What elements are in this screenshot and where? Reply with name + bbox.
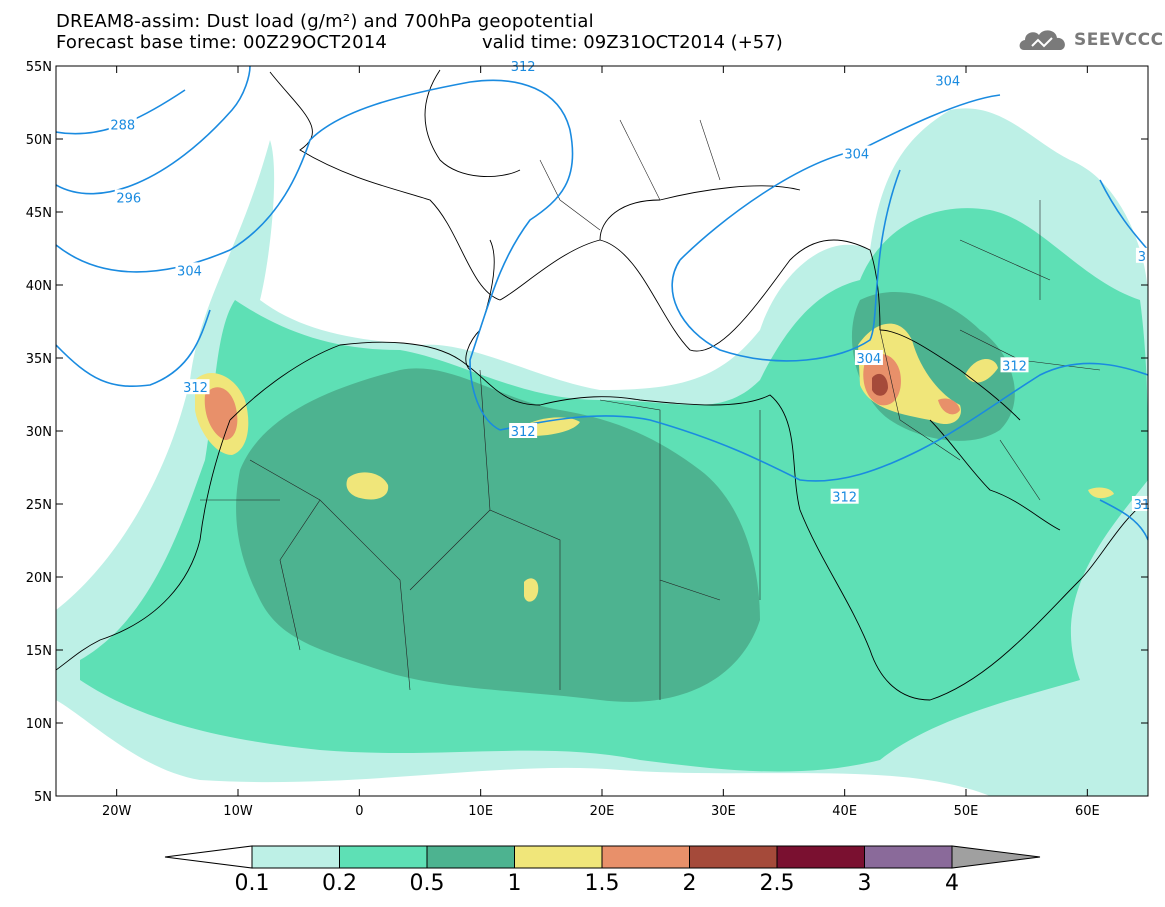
colorbar-tick-label: 0.1 — [235, 871, 270, 896]
contour-label-bg — [114, 189, 143, 205]
colorbar-box — [251, 845, 340, 869]
colorbar-tick-label: 4 — [945, 871, 959, 896]
coastlines — [56, 69, 1148, 701]
dust-spot-yellow — [346, 472, 389, 500]
contour-labels: 288 296 304 312 312 304 304 312 304 312 312 3 31 — [108, 58, 1152, 513]
contour-label-bg — [933, 72, 962, 88]
contour-label-bg — [509, 423, 538, 438]
contour-label: 304 — [177, 264, 202, 279]
lon-tick-label: 50E — [954, 804, 979, 819]
longitude-axis: 20W 10W 0 10E 20E 30E 40E 50E 60E — [102, 66, 1100, 819]
contour-label-bg — [1000, 357, 1029, 373]
dust-region-dark — [236, 368, 760, 702]
colorbar-box — [426, 845, 515, 869]
contour-label-bg — [1135, 247, 1148, 263]
colorbar-box — [776, 845, 865, 869]
colorbar-box — [689, 845, 778, 869]
colorbar-right-arrow — [951, 845, 1041, 869]
lon-tick-label: 10E — [468, 804, 493, 819]
lon-tick-label: 30E — [711, 804, 736, 819]
lon-tick-label: 20W — [102, 804, 132, 819]
colorbar-tick-label: 2 — [683, 871, 697, 896]
colorbar-box — [339, 845, 428, 869]
lat-tick-label: 55N — [26, 60, 52, 75]
country-borders — [200, 119, 1101, 700]
lat-tick-label: 50N — [26, 133, 52, 148]
colorbar-tick-label: 2.5 — [760, 871, 795, 896]
colorbar-tick-label: 0.5 — [410, 871, 445, 896]
colorbar-box — [864, 845, 953, 869]
contour-label: 312 — [1002, 359, 1027, 374]
colorbar-box — [514, 845, 603, 869]
dust-spot-orange — [204, 387, 238, 440]
lat-tick-label: 45N — [26, 206, 52, 221]
colorbar-tick-label: 1.5 — [585, 871, 620, 896]
map-title: DREAM8-assim: Dust load (g/m²) and 700hP… — [56, 11, 594, 32]
seevccc-logo: SEEVCCC — [1018, 26, 1163, 56]
colorbar-left-arrow — [164, 845, 253, 869]
lat-tick-label: 20N — [26, 571, 52, 586]
forecast-base-time: Forecast base time: 00Z29OCT2014 — [56, 32, 388, 53]
contour-label-bg — [108, 116, 137, 132]
colorbar-tick-label: 3 — [858, 871, 872, 896]
lon-tick-label: 0 — [355, 804, 363, 819]
contour-label: 312 — [511, 60, 536, 75]
contour-label: 3 — [1138, 250, 1146, 265]
lon-tick-label: 10W — [223, 804, 253, 819]
dust-spot-brown — [872, 373, 888, 396]
contour-label: 296 — [116, 191, 141, 206]
lon-tick-label: 20E — [590, 804, 615, 819]
contour-label: 312 — [183, 381, 208, 396]
contour-label-bg — [830, 488, 859, 504]
lat-tick-label: 5N — [34, 790, 52, 805]
lat-tick-label: 40N — [26, 279, 52, 294]
latitude-axis: 55N 50N 45N 40N 35N 30N 25N 20N 15N 10N 5N — [26, 60, 1148, 805]
colorbar-box — [601, 845, 690, 869]
valid-time: valid time: 09Z31OCT2014 (+57) — [482, 32, 783, 53]
lon-tick-label: 40E — [832, 804, 857, 819]
lon-tick-label: 60E — [1075, 804, 1100, 819]
contour-label: 304 — [935, 75, 960, 90]
contour-label-bg — [181, 379, 210, 395]
contour-label: 31 — [1134, 498, 1151, 513]
lat-tick-label: 15N — [26, 644, 52, 659]
contour-label-bg — [175, 262, 204, 278]
contour-label: 312 — [832, 491, 857, 506]
dust-spot-yellow — [1088, 487, 1114, 499]
dust-spot-yellow — [965, 358, 998, 383]
colorbar-boxes — [164, 845, 1041, 869]
dust-spot-yellow — [524, 578, 539, 602]
contour-label-bg — [854, 350, 883, 365]
contour-label: 312 — [511, 425, 536, 440]
logo-text: SEEVCCC — [1074, 30, 1164, 50]
lat-tick-label: 10N — [26, 717, 52, 732]
contour-label: 304 — [844, 148, 869, 163]
lat-tick-label: 30N — [26, 425, 52, 440]
colorbar-tick-label: 1 — [508, 871, 522, 896]
colorbar-ticks: 0.1 0.2 0.5 1 1.5 2 2.5 3 4 — [235, 871, 960, 896]
lat-tick-label: 35N — [26, 352, 52, 367]
lat-tick-label: 25N — [26, 498, 52, 513]
contour-label-bg — [842, 145, 871, 161]
dust-field — [56, 66, 1148, 796]
contour-label: 304 — [857, 352, 882, 367]
geopotential-contours — [56, 66, 1148, 541]
dust-spot-orange — [938, 398, 960, 415]
colorbar-tick-label: 0.2 — [322, 871, 357, 896]
contour-label: 288 — [110, 118, 135, 133]
cloud-icon — [1019, 30, 1065, 50]
